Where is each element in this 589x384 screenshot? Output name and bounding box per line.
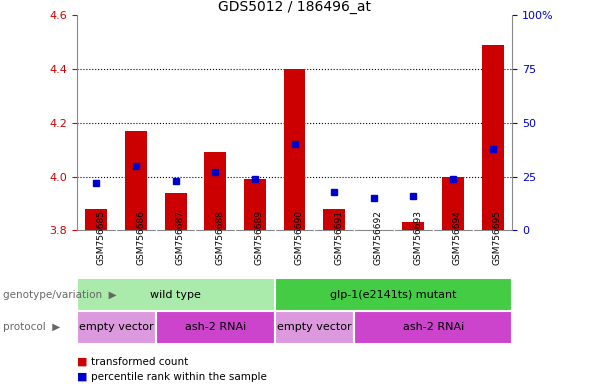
Text: GSM756687: GSM756687 — [176, 210, 184, 265]
Bar — [156, 311, 274, 344]
Bar — [283, 69, 305, 230]
Text: empty vector: empty vector — [277, 322, 352, 333]
Title: GDS5012 / 186496_at: GDS5012 / 186496_at — [218, 0, 371, 14]
Text: protocol  ▶: protocol ▶ — [3, 322, 60, 333]
Text: glp-1(e2141ts) mutant: glp-1(e2141ts) mutant — [330, 290, 457, 300]
Bar — [402, 222, 424, 230]
Text: ■: ■ — [77, 357, 91, 367]
Bar — [204, 152, 226, 230]
Text: GSM756693: GSM756693 — [413, 210, 422, 265]
Bar — [323, 209, 345, 230]
Bar — [165, 193, 187, 230]
Text: genotype/variation  ▶: genotype/variation ▶ — [3, 290, 117, 300]
Text: empty vector: empty vector — [79, 322, 154, 333]
Bar — [482, 45, 504, 230]
Bar — [85, 209, 107, 230]
Text: ■: ■ — [77, 372, 91, 382]
Text: GSM756689: GSM756689 — [255, 210, 264, 265]
Bar — [77, 311, 156, 344]
Bar — [274, 278, 512, 311]
Text: ash-2 RNAi: ash-2 RNAi — [402, 322, 464, 333]
Bar — [442, 177, 464, 230]
Text: wild type: wild type — [150, 290, 201, 300]
Text: GSM756695: GSM756695 — [492, 210, 502, 265]
Text: GSM756686: GSM756686 — [136, 210, 145, 265]
Text: GSM756688: GSM756688 — [215, 210, 224, 265]
Text: GSM756691: GSM756691 — [334, 210, 343, 265]
Text: ash-2 RNAi: ash-2 RNAi — [184, 322, 246, 333]
Text: transformed count: transformed count — [91, 357, 188, 367]
Text: percentile rank within the sample: percentile rank within the sample — [91, 372, 267, 382]
Bar — [125, 131, 147, 230]
Text: GSM756690: GSM756690 — [294, 210, 303, 265]
Bar — [77, 278, 274, 311]
Text: GSM756685: GSM756685 — [97, 210, 105, 265]
Text: GSM756692: GSM756692 — [374, 210, 383, 265]
Bar — [244, 179, 266, 230]
Text: GSM756694: GSM756694 — [453, 210, 462, 265]
Bar — [274, 311, 354, 344]
Bar — [354, 311, 512, 344]
